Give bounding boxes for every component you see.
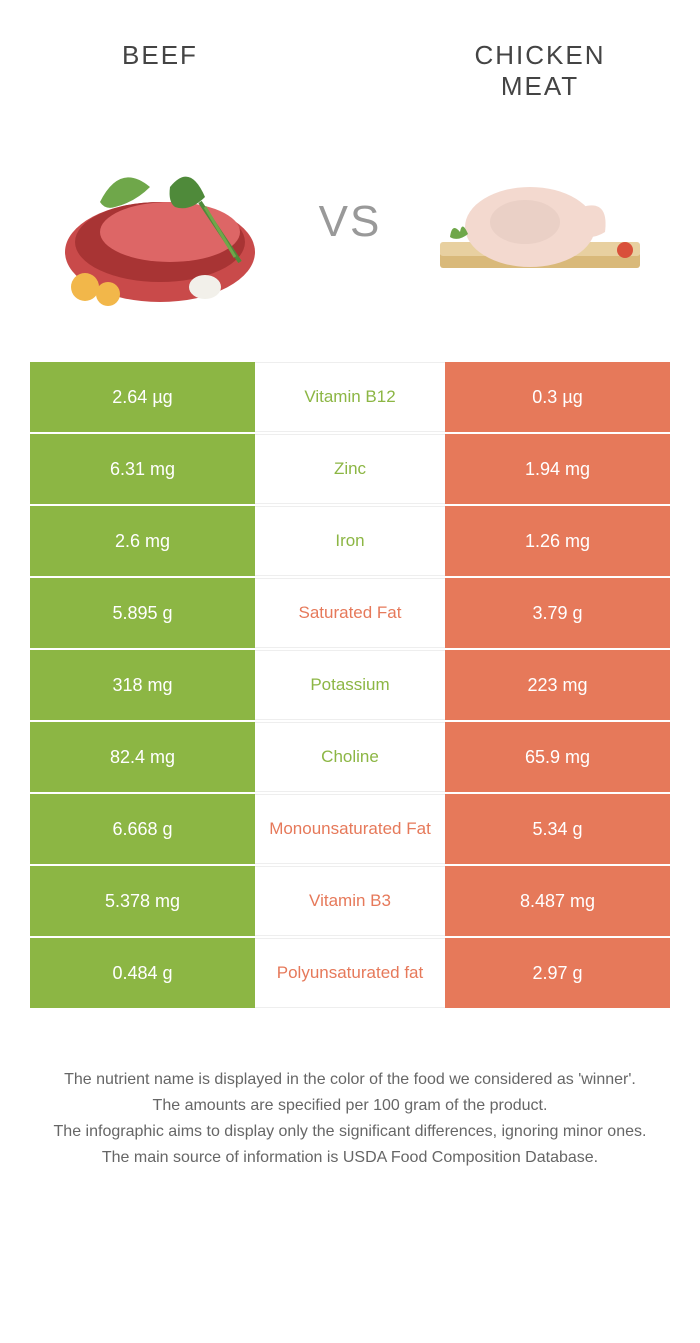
nutrient-label: Vitamin B3 <box>255 866 445 936</box>
table-row: 0.484 gPolyunsaturated fat2.97 g <box>30 938 670 1008</box>
value-right: 0.3 µg <box>445 362 670 432</box>
nutrient-label: Vitamin B12 <box>255 362 445 432</box>
nutrient-label: Monounsaturated Fat <box>255 794 445 864</box>
value-left: 82.4 mg <box>30 722 255 792</box>
table-row: 6.31 mgZinc1.94 mg <box>30 434 670 504</box>
value-left: 5.895 g <box>30 578 255 648</box>
value-left: 0.484 g <box>30 938 255 1008</box>
value-right: 3.79 g <box>445 578 670 648</box>
title-left: BEEF <box>60 40 260 71</box>
value-left: 6.668 g <box>30 794 255 864</box>
nutrient-label: Iron <box>255 506 445 576</box>
value-left: 2.64 µg <box>30 362 255 432</box>
value-right: 2.97 g <box>445 938 670 1008</box>
footer-notes: The nutrient name is displayed in the co… <box>0 1068 700 1170</box>
footer-line: The infographic aims to display only the… <box>40 1120 660 1144</box>
value-right: 5.34 g <box>445 794 670 864</box>
footer-line: The amounts are specified per 100 gram o… <box>40 1094 660 1118</box>
comparison-table: 2.64 µgVitamin B120.3 µg6.31 mgZinc1.94 … <box>30 362 670 1008</box>
images-row: VS <box>0 112 700 332</box>
value-left: 6.31 mg <box>30 434 255 504</box>
table-row: 2.6 mgIron1.26 mg <box>30 506 670 576</box>
value-right: 223 mg <box>445 650 670 720</box>
header: BEEF CHICKEN MEAT <box>0 0 700 112</box>
nutrient-label: Saturated Fat <box>255 578 445 648</box>
table-row: 5.378 mgVitamin B38.487 mg <box>30 866 670 936</box>
beef-icon <box>40 132 280 312</box>
table-row: 82.4 mgCholine65.9 mg <box>30 722 670 792</box>
table-row: 2.64 µgVitamin B120.3 µg <box>30 362 670 432</box>
value-right: 1.26 mg <box>445 506 670 576</box>
footer-line: The nutrient name is displayed in the co… <box>40 1068 660 1092</box>
value-left: 2.6 mg <box>30 506 255 576</box>
nutrient-label: Zinc <box>255 434 445 504</box>
value-left: 318 mg <box>30 650 255 720</box>
vs-label: VS <box>319 197 382 247</box>
footer-line: The main source of information is USDA F… <box>40 1146 660 1170</box>
table-row: 5.895 gSaturated Fat3.79 g <box>30 578 670 648</box>
nutrient-label: Choline <box>255 722 445 792</box>
chicken-icon <box>430 142 650 302</box>
title-right: CHICKEN MEAT <box>440 40 640 102</box>
chicken-image <box>410 122 670 322</box>
value-left: 5.378 mg <box>30 866 255 936</box>
value-right: 8.487 mg <box>445 866 670 936</box>
table-row: 6.668 gMonounsaturated Fat5.34 g <box>30 794 670 864</box>
value-right: 1.94 mg <box>445 434 670 504</box>
nutrient-label: Polyunsaturated fat <box>255 938 445 1008</box>
nutrient-label: Potassium <box>255 650 445 720</box>
value-right: 65.9 mg <box>445 722 670 792</box>
table-row: 318 mgPotassium223 mg <box>30 650 670 720</box>
beef-image <box>30 122 290 322</box>
